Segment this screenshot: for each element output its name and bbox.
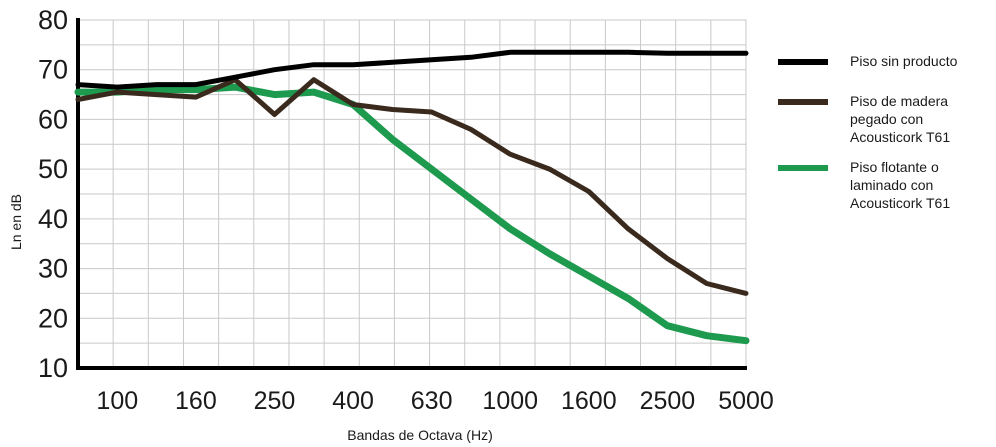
series-lines — [74, 49, 750, 345]
x-tick-label: 1000 — [482, 387, 538, 415]
x-tick-label: 250 — [254, 387, 296, 415]
y-axis-label: Ln en dB — [8, 194, 24, 250]
legend-label: Piso de madera pegado con Acousticork T6… — [850, 93, 951, 145]
y-tick-label: 40 — [38, 204, 68, 234]
y-tick-label: 70 — [38, 55, 68, 85]
x-tick-label: 5000 — [718, 387, 774, 415]
legend-label: Piso sin producto — [850, 53, 958, 69]
chart-legend: Piso sin producto Piso de madera pegado … — [778, 52, 993, 224]
y-tick-label: 50 — [38, 154, 68, 184]
x-tick-label: 160 — [175, 387, 217, 415]
legend-swatch-green — [778, 165, 828, 171]
series-line-piso-sin-producto — [75, 49, 749, 90]
x-tick-labels: 100 160 250 400 630 1000 1600 2500 5000 — [96, 387, 773, 415]
series-line-piso-flotante — [74, 83, 750, 345]
x-tick-label: 1600 — [561, 387, 617, 415]
legend-item-piso-de-madera: Piso de madera pegado con Acousticork T6… — [778, 92, 993, 146]
x-tick-label: 630 — [411, 387, 453, 415]
x-axis-label: Bandas de Octava (Hz) — [347, 427, 493, 443]
chart-axes — [76, 18, 747, 370]
x-tick-label: 400 — [332, 387, 374, 415]
legend-swatch-brown — [778, 99, 828, 105]
y-tick-label: 30 — [38, 254, 68, 284]
x-tick-label: 2500 — [640, 387, 696, 415]
y-tick-label: 20 — [38, 303, 68, 333]
y-tick-label: 80 — [38, 5, 68, 35]
y-tick-label: 10 — [38, 353, 68, 383]
chart-grid — [77, 19, 747, 369]
legend-item-piso-flotante: Piso flotante o laminado con Acousticork… — [778, 158, 993, 212]
x-tick-label: 100 — [96, 387, 138, 415]
legend-label: Piso flotante o laminado con Acousticork… — [850, 159, 951, 211]
legend-swatch-black — [778, 59, 828, 65]
legend-item-piso-sin-producto: Piso sin producto — [778, 52, 993, 70]
series-line-piso-de-madera — [75, 77, 749, 296]
y-tick-label: 60 — [38, 104, 68, 134]
y-tick-labels: 10 20 30 40 50 60 70 80 — [38, 5, 68, 383]
